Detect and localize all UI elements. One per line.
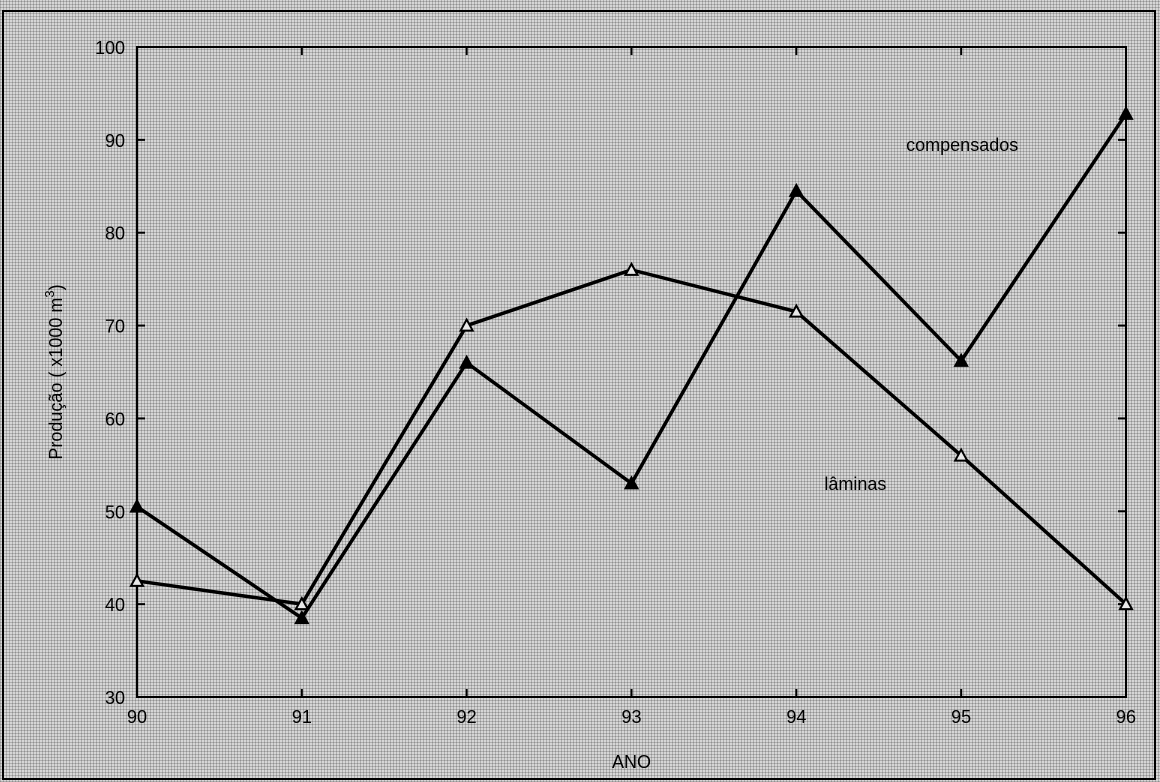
data-point-compensados [788,182,805,197]
y-tick-label: 60 [105,409,125,429]
data-point-lâminas [953,447,969,462]
data-point-compensados [294,609,310,625]
data-point-lâminas [788,303,805,318]
data-point-compensados [953,352,969,367]
data-point-compensados [458,354,475,369]
x-tick-label: 92 [457,707,477,727]
x-tick-label: 96 [1116,707,1136,727]
y-tick-label: 40 [105,595,125,615]
data-point-lâminas [1118,596,1134,611]
x-tick-label: 90 [127,707,147,727]
y-axis-title-suffix: ) [46,284,66,290]
annotation-laminas: lâminas [824,474,886,494]
y-tick-label: 70 [105,317,125,337]
data-point-lâminas [623,261,640,276]
data-point-lâminas [294,596,310,611]
y-axis: 30 40 50 60 70 80 90 100 [95,38,1126,708]
data-point-compensados [623,475,640,490]
data-point-compensados [129,498,145,513]
x-tick-label: 95 [951,707,971,727]
series-layer [129,105,1134,625]
data-point-compensados [1118,105,1134,120]
y-axis-title: Produção ( x1000 m3) [42,284,66,459]
data-point-lâminas [129,572,145,587]
x-axis: 90 91 92 93 94 95 96 [127,47,1136,727]
x-tick-label: 94 [786,707,806,727]
y-axis-title-superscript: 3 [42,290,57,297]
y-tick-label: 50 [105,502,125,522]
y-tick-label: 90 [105,131,125,151]
series-line-compensados [136,112,1128,621]
y-tick-label: 80 [105,224,125,244]
series-line-lâminas [136,268,1128,607]
data-point-lâminas [458,317,475,332]
x-axis-title: ANO [612,752,651,772]
x-tick-label: 93 [621,707,641,727]
y-tick-label: 30 [105,688,125,708]
y-tick-label: 100 [95,38,125,58]
x-tick-label: 91 [292,707,312,727]
y-axis-title-main: Produção ( x1000 m [46,298,66,460]
annotation-compensados: compensados [906,135,1018,155]
